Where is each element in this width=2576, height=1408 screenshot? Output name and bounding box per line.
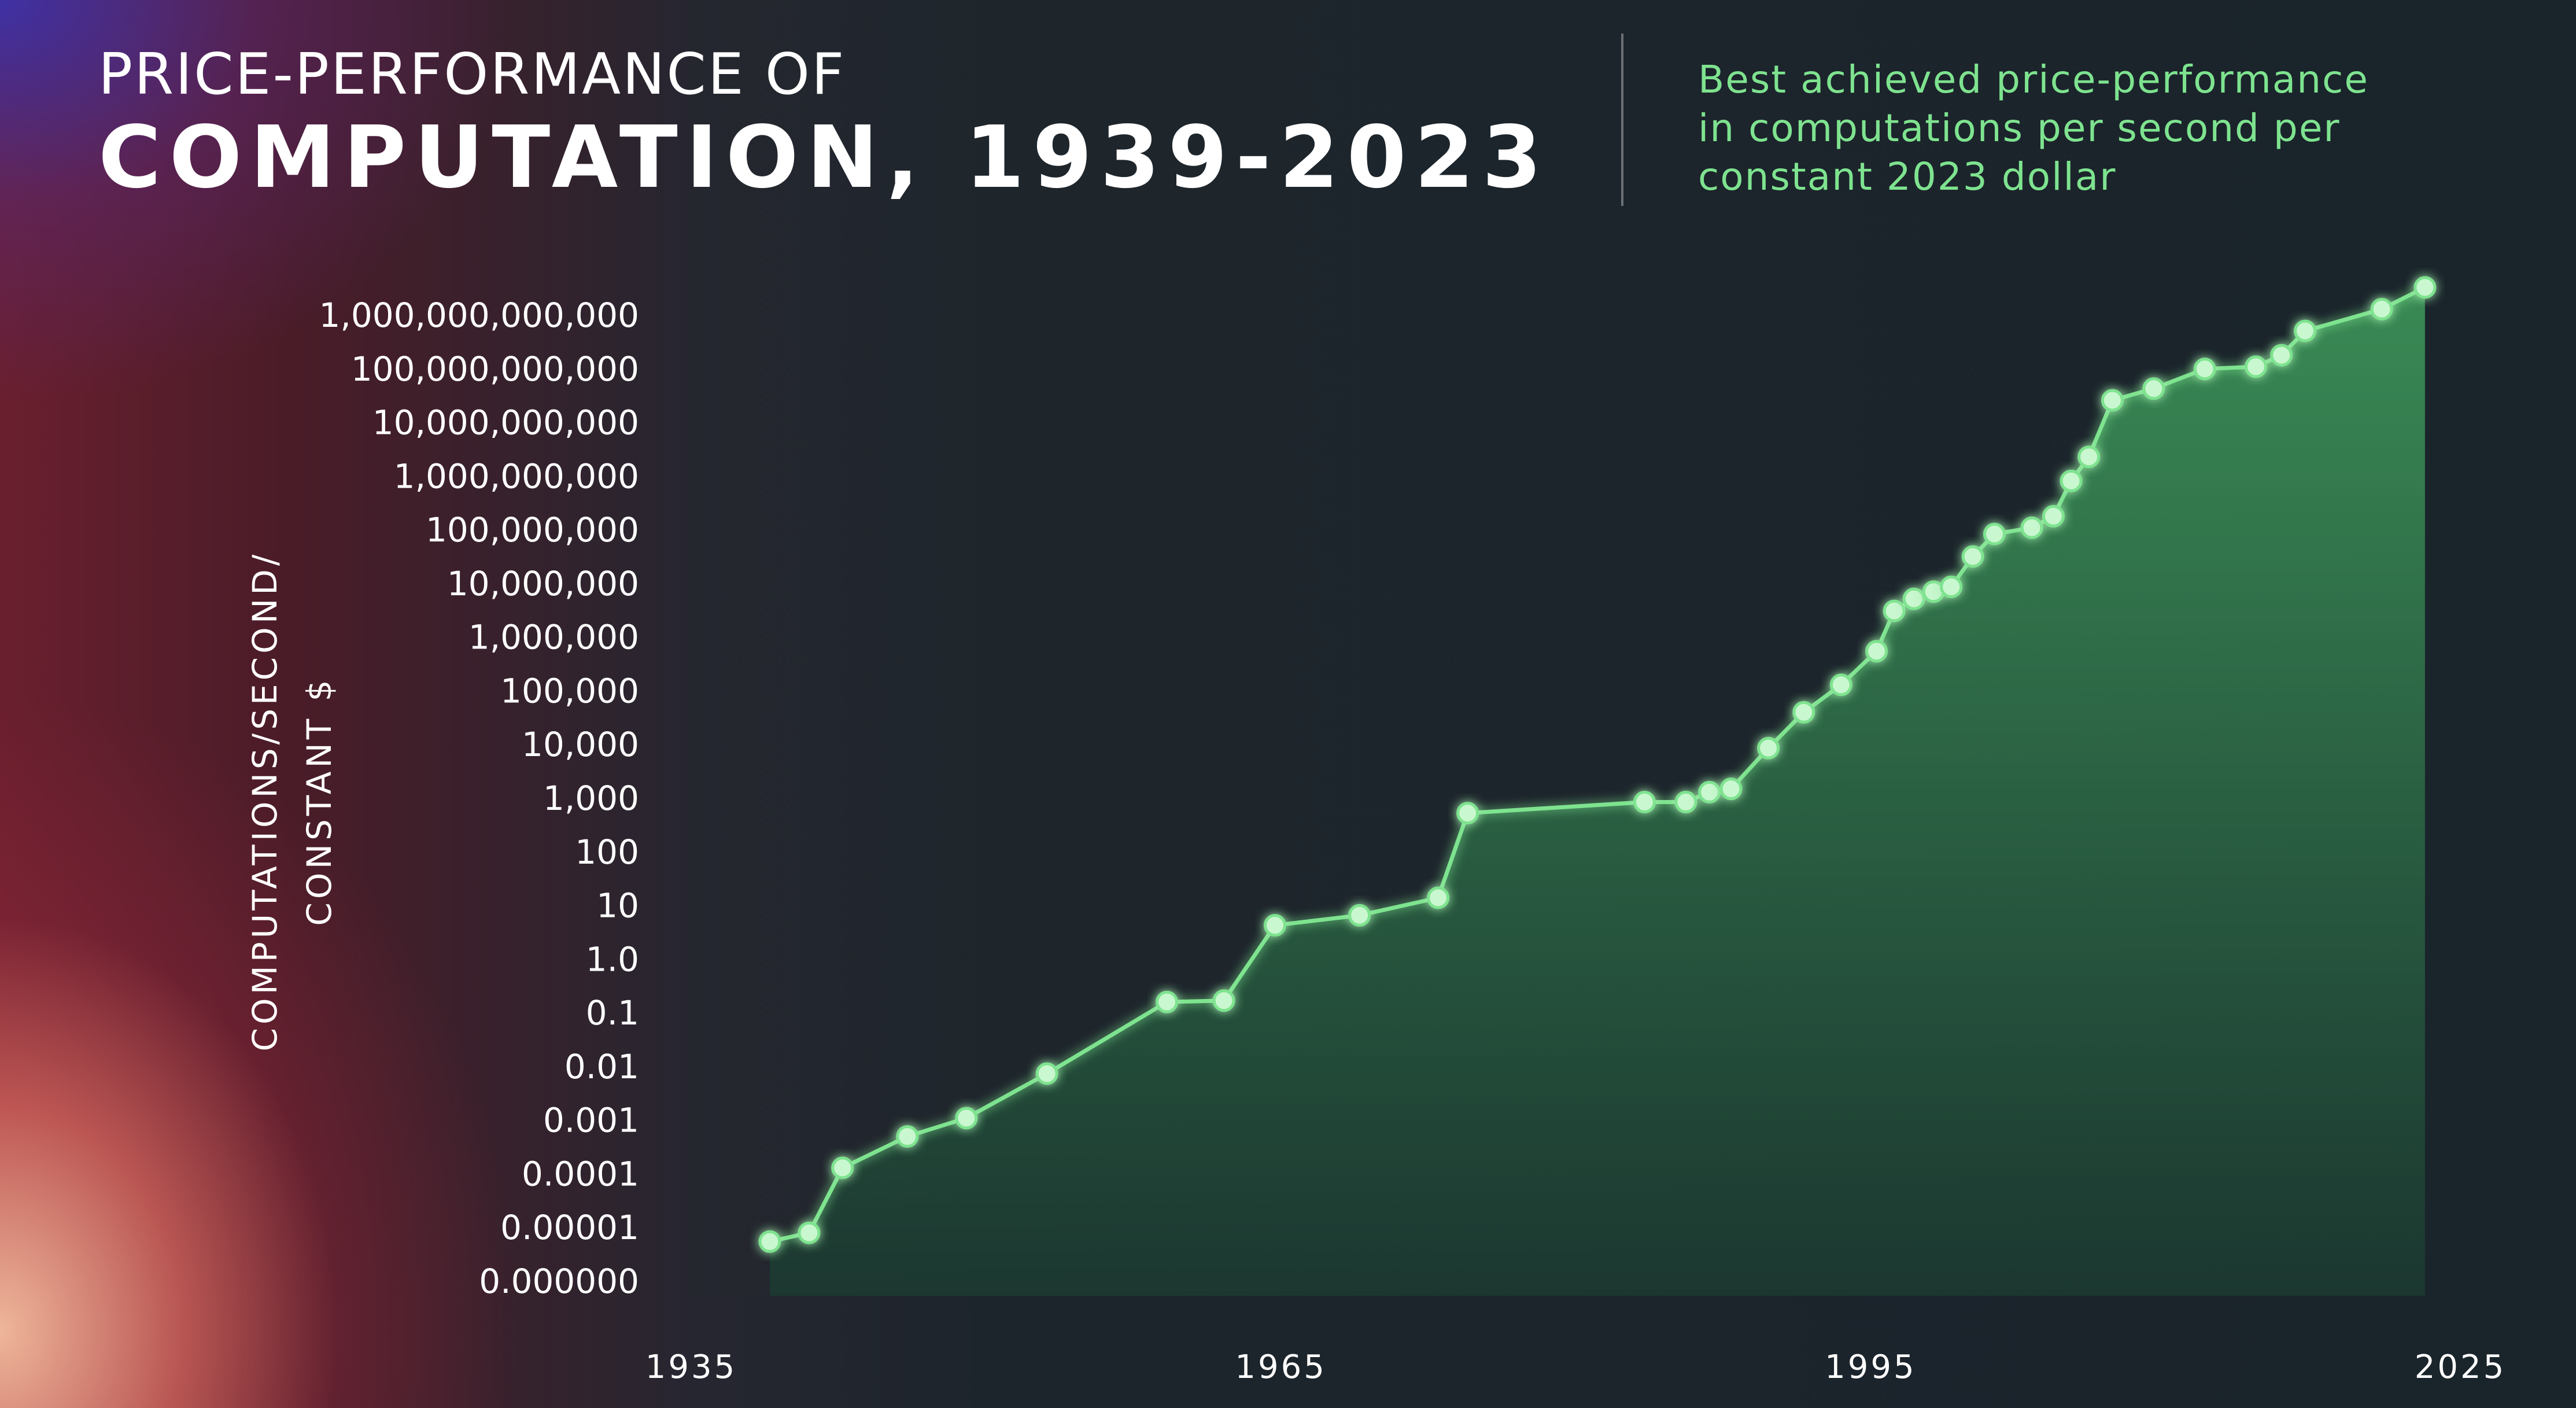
- x-tick-label: 1935: [645, 1348, 737, 1386]
- data-point: [1829, 673, 1852, 696]
- x-tick-label: 2025: [2415, 1348, 2507, 1386]
- chart-title-line2: COMPUTATION, 1939-2023: [98, 108, 1550, 207]
- data-point: [2370, 297, 2393, 320]
- y-tick-label: 0.000000: [479, 1262, 639, 1301]
- data-point: [2193, 357, 2216, 381]
- x-axis-ticks: 1935 1965 1995 2025: [645, 1348, 2507, 1386]
- y-axis-title-line: COMPUTATIONS/SECOND/: [245, 551, 285, 1052]
- y-tick-label: 1,000: [543, 779, 639, 818]
- y-tick-label: 0.01: [564, 1047, 639, 1086]
- data-point: [1961, 545, 1984, 568]
- data-point: [1902, 587, 1925, 610]
- data-point: [831, 1156, 854, 1180]
- y-tick-label: 1,000,000,000,000: [319, 296, 639, 335]
- data-point: [1427, 886, 1450, 909]
- data-point: [2142, 377, 2165, 400]
- y-tick-label: 0.001: [543, 1101, 639, 1140]
- data-point: [2413, 276, 2437, 299]
- y-tick-label: 1,000,000: [468, 618, 639, 657]
- x-tick-label: 1965: [1235, 1348, 1327, 1386]
- y-tick-label: 100,000: [500, 671, 639, 710]
- data-point: [955, 1107, 978, 1130]
- y-tick-label: 100,000,000: [426, 510, 639, 550]
- y-tick-label: 100,000,000,000: [351, 349, 639, 389]
- y-tick-label: 0.0001: [522, 1154, 639, 1193]
- data-point: [758, 1230, 781, 1253]
- data-point: [1883, 599, 1906, 622]
- data-point: [1035, 1062, 1058, 1085]
- chart-subtitle: Best achieved price-performance in compu…: [1698, 56, 2537, 201]
- subtitle-line3: constant 2023 dollar: [1698, 154, 2117, 199]
- area-fill: [769, 287, 2425, 1296]
- y-tick-label: 1,000,000,000: [394, 456, 639, 496]
- y-axis-title: COMPUTATIONS/SECOND/CONSTANT $: [245, 551, 339, 1052]
- data-point: [1263, 914, 1286, 937]
- data-point: [1757, 736, 1780, 760]
- header-divider: [1621, 34, 1623, 206]
- y-tick-label: 100: [575, 832, 639, 872]
- data-point: [1940, 576, 1963, 599]
- data-point: [2060, 469, 2083, 492]
- y-tick-label: 0.1: [586, 993, 639, 1033]
- data-point: [2270, 344, 2293, 367]
- y-tick-label: 10,000,000: [447, 564, 639, 603]
- y-tick-label: 10: [596, 886, 639, 926]
- data-point: [2101, 389, 2124, 412]
- chart-title-line1: PRICE-PERFORMANCE OF: [98, 42, 846, 108]
- y-axis-title-line: CONSTANT $: [300, 676, 339, 926]
- data-point: [1156, 990, 1179, 1013]
- data-point: [798, 1221, 821, 1244]
- y-axis-ticks: 1,000,000,000,000 100,000,000,000 10,000,0…: [319, 296, 639, 1301]
- subtitle-line1: Best achieved price-performance: [1698, 57, 2369, 102]
- x-tick-label: 1995: [1825, 1348, 1917, 1386]
- data-point: [1348, 904, 1371, 927]
- data-point: [2077, 445, 2101, 469]
- data-point: [2245, 355, 2268, 378]
- data-point: [2294, 319, 2317, 342]
- data-point: [1698, 780, 1721, 803]
- y-tick-label: 0.00001: [500, 1208, 639, 1247]
- y-tick-label: 1.0: [586, 939, 639, 979]
- data-point: [1674, 791, 1697, 814]
- y-tick-label: 10,000: [522, 725, 639, 764]
- plot-area: [758, 276, 2437, 1296]
- y-tick-label: 10,000,000,000: [372, 403, 639, 443]
- data-point: [1212, 989, 1235, 1012]
- data-point: [1456, 802, 1479, 825]
- data-point: [1719, 777, 1743, 801]
- data-point: [1865, 640, 1888, 663]
- data-point: [2042, 504, 2065, 528]
- data-point: [1983, 522, 2006, 545]
- data-point: [1792, 701, 1815, 724]
- data-point: [896, 1125, 919, 1148]
- data-point: [2020, 516, 2043, 539]
- subtitle-line2: in computations per second per: [1698, 106, 2341, 150]
- data-point: [1633, 791, 1656, 814]
